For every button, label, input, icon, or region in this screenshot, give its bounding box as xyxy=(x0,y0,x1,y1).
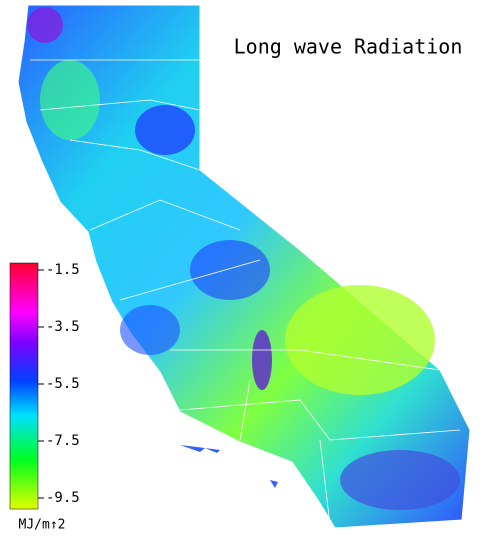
green-region xyxy=(285,285,435,395)
map-title: Long wave Radiation xyxy=(234,35,463,59)
colorbar-tick-label: -7.5 xyxy=(46,433,80,449)
colorbar-tick-label: -3.5 xyxy=(46,319,80,335)
county-lines xyxy=(30,59,461,526)
blue-region xyxy=(120,305,180,355)
colorbar-unit: MJ/m↑2 xyxy=(19,518,66,533)
blue-region xyxy=(190,240,270,300)
colorbar xyxy=(9,262,39,510)
colorbar-ticks: -1.5 -3.5 -5.5 -7.5 -9.5 xyxy=(38,262,80,506)
green-region xyxy=(40,60,100,140)
purple-region xyxy=(252,330,272,390)
colorbar-tick-label: -5.5 xyxy=(46,376,80,392)
purple-region xyxy=(27,7,63,43)
colorbar-tick-label: -1.5 xyxy=(46,262,80,278)
california xyxy=(17,4,471,529)
blue-region xyxy=(135,105,195,155)
colorbar-tick-label: -9.5 xyxy=(46,490,80,506)
blue-region xyxy=(340,450,460,510)
